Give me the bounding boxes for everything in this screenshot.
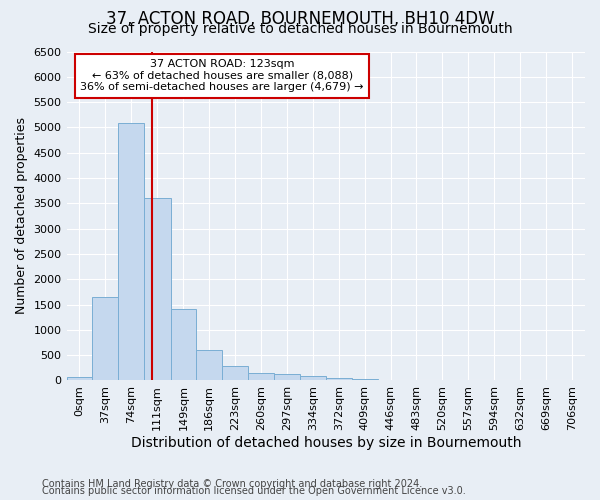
Bar [222, 366, 248, 380]
Text: 37 ACTON ROAD: 123sqm
← 63% of detached houses are smaller (8,088)
36% of semi-d: 37 ACTON ROAD: 123sqm ← 63% of detached … [80, 59, 364, 92]
Bar [170, 308, 196, 380]
X-axis label: Distribution of detached houses by size in Bournemouth: Distribution of detached houses by size … [131, 436, 521, 450]
Text: 37, ACTON ROAD, BOURNEMOUTH, BH10 4DW: 37, ACTON ROAD, BOURNEMOUTH, BH10 4DW [106, 10, 494, 28]
Text: Size of property relative to detached houses in Bournemouth: Size of property relative to detached ho… [88, 22, 512, 36]
Text: Contains public sector information licensed under the Open Government Licence v3: Contains public sector information licen… [42, 486, 466, 496]
Y-axis label: Number of detached properties: Number of detached properties [15, 118, 28, 314]
Bar [67, 378, 92, 380]
Text: Contains HM Land Registry data © Crown copyright and database right 2024.: Contains HM Land Registry data © Crown c… [42, 479, 422, 489]
Bar [92, 297, 118, 380]
Bar [144, 198, 170, 380]
Bar [118, 124, 144, 380]
Bar [326, 378, 352, 380]
Bar [274, 374, 299, 380]
Bar [352, 379, 378, 380]
Bar [196, 350, 222, 380]
Bar [248, 373, 274, 380]
Bar [299, 376, 326, 380]
